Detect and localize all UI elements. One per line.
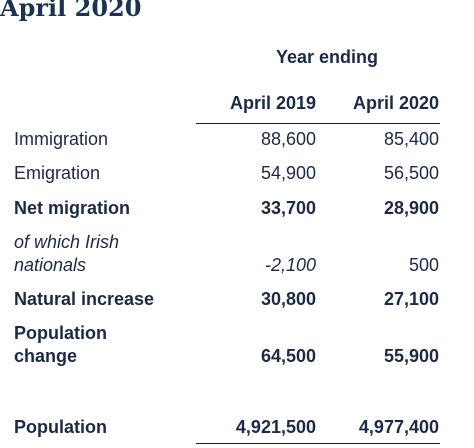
cell-april-2019: 30,800 <box>260 289 316 309</box>
cell-april-2019: 4,921,500 <box>235 417 316 437</box>
cell-april-2020: 500 <box>408 255 439 275</box>
row-label: Emigration <box>14 163 101 183</box>
cell-april-2020: 28,900 <box>383 198 439 218</box>
row-label-line-2: nationals <box>14 255 87 275</box>
cell-april-2019: 88,600 <box>260 129 316 149</box>
cell-april-2019: 64,500 <box>260 346 316 366</box>
cell-april-2020: 56,500 <box>383 163 439 183</box>
total-underline <box>196 443 440 444</box>
cell-april-2020: 55,900 <box>383 346 439 366</box>
cell-april-2019: 54,900 <box>260 163 316 183</box>
row-label: Population <box>14 417 107 437</box>
table-title: April 2020 <box>0 0 142 22</box>
column-group-header: Year ending <box>275 47 379 67</box>
row-label-line-1: of which Irish <box>14 232 120 252</box>
row-label-line-1: Population <box>14 323 107 343</box>
cell-april-2020: 4,977,400 <box>358 417 439 437</box>
cell-april-2019: -2,100 <box>264 255 316 275</box>
cell-april-2020: 27,100 <box>383 289 439 309</box>
cell-april-2019: 33,700 <box>260 198 316 218</box>
column-header-april-2019: April 2019 <box>229 93 316 113</box>
row-label: Net migration <box>14 198 131 218</box>
row-label: Natural increase <box>14 289 155 309</box>
cell-april-2020: 85,400 <box>383 129 439 149</box>
row-label: Immigration <box>14 129 109 149</box>
row-label-line-2: change <box>14 346 78 366</box>
column-header-april-2020: April 2020 <box>352 93 439 113</box>
header-divider <box>196 123 440 124</box>
